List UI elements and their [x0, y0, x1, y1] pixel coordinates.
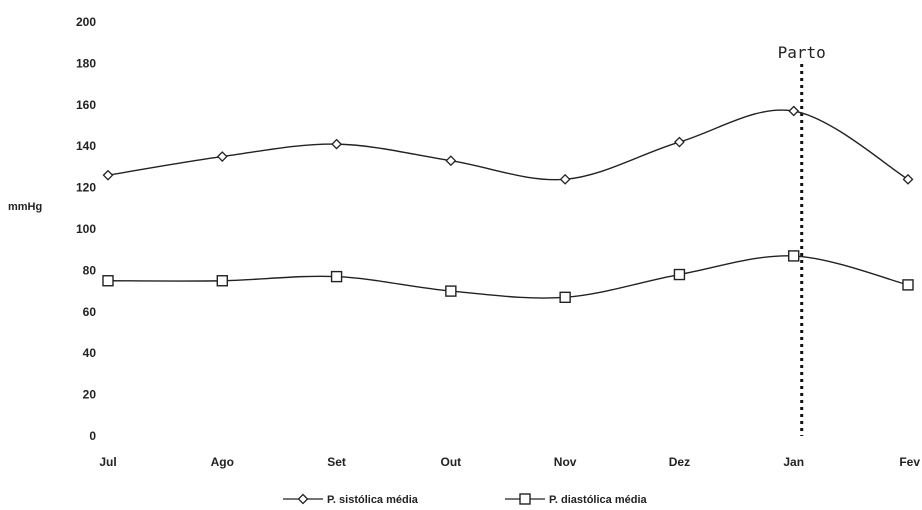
data-point — [559, 291, 571, 304]
legend-marker — [297, 493, 309, 505]
legend-item: P. sistólica média — [283, 493, 419, 506]
legend-label: P. sistólica média — [327, 494, 419, 506]
data-point — [330, 270, 343, 283]
x-tick-label: Ago — [211, 455, 234, 469]
data-point — [673, 268, 686, 281]
y-tick-label: 80 — [83, 263, 97, 277]
legend-label: P. diastólica média — [549, 494, 648, 506]
data-point — [445, 155, 457, 167]
y-axis-label: mmHg — [8, 201, 42, 213]
data-point — [102, 275, 114, 287]
data-point — [788, 250, 800, 262]
x-tick-label: Fev — [899, 455, 920, 469]
data-point — [445, 285, 457, 297]
data-point — [559, 173, 571, 185]
parto-label: Parto — [778, 43, 826, 62]
data-point — [674, 136, 685, 148]
data-point — [102, 169, 114, 181]
y-tick-label: 100 — [76, 222, 96, 236]
y-tick-label: 20 — [83, 388, 97, 402]
data-point — [902, 279, 914, 291]
data-point — [902, 173, 914, 185]
legend: P. sistólica média P. diastólica média — [283, 493, 648, 506]
data-point — [331, 138, 342, 150]
x-tick-label: Set — [327, 455, 346, 469]
x-tick-label: Out — [441, 455, 462, 469]
y-tick-label: 200 — [76, 15, 96, 29]
y-axis-ticks: 0 20 40 60 80 100 120 140 160 180 200 — [76, 15, 96, 443]
y-tick-label: 40 — [83, 346, 97, 360]
x-tick-label: Jan — [783, 455, 804, 469]
y-tick-label: 0 — [89, 429, 96, 443]
x-axis-ticks: Jul Ago Set Out Nov Dez Jan Fev — [99, 455, 920, 469]
data-point — [216, 151, 228, 162]
x-tick-label: Dez — [669, 455, 690, 469]
x-tick-label: Nov — [554, 455, 577, 469]
x-tick-label: Jul — [99, 455, 116, 469]
y-tick-label: 140 — [76, 139, 96, 153]
y-tick-label: 180 — [76, 56, 96, 70]
data-point — [216, 275, 228, 287]
y-tick-label: 160 — [76, 98, 96, 112]
legend-item: P. diastólica média — [505, 493, 648, 506]
y-tick-label: 60 — [83, 305, 97, 319]
legend-marker — [519, 493, 531, 505]
series-line — [107, 255, 909, 299]
series-diastolica — [102, 250, 914, 304]
y-tick-label: 120 — [76, 181, 96, 195]
parto-annotation: Parto — [778, 43, 826, 436]
series-line — [107, 109, 909, 181]
data-point — [788, 105, 800, 117]
series-group — [102, 105, 914, 304]
series-sistolica — [102, 105, 914, 185]
